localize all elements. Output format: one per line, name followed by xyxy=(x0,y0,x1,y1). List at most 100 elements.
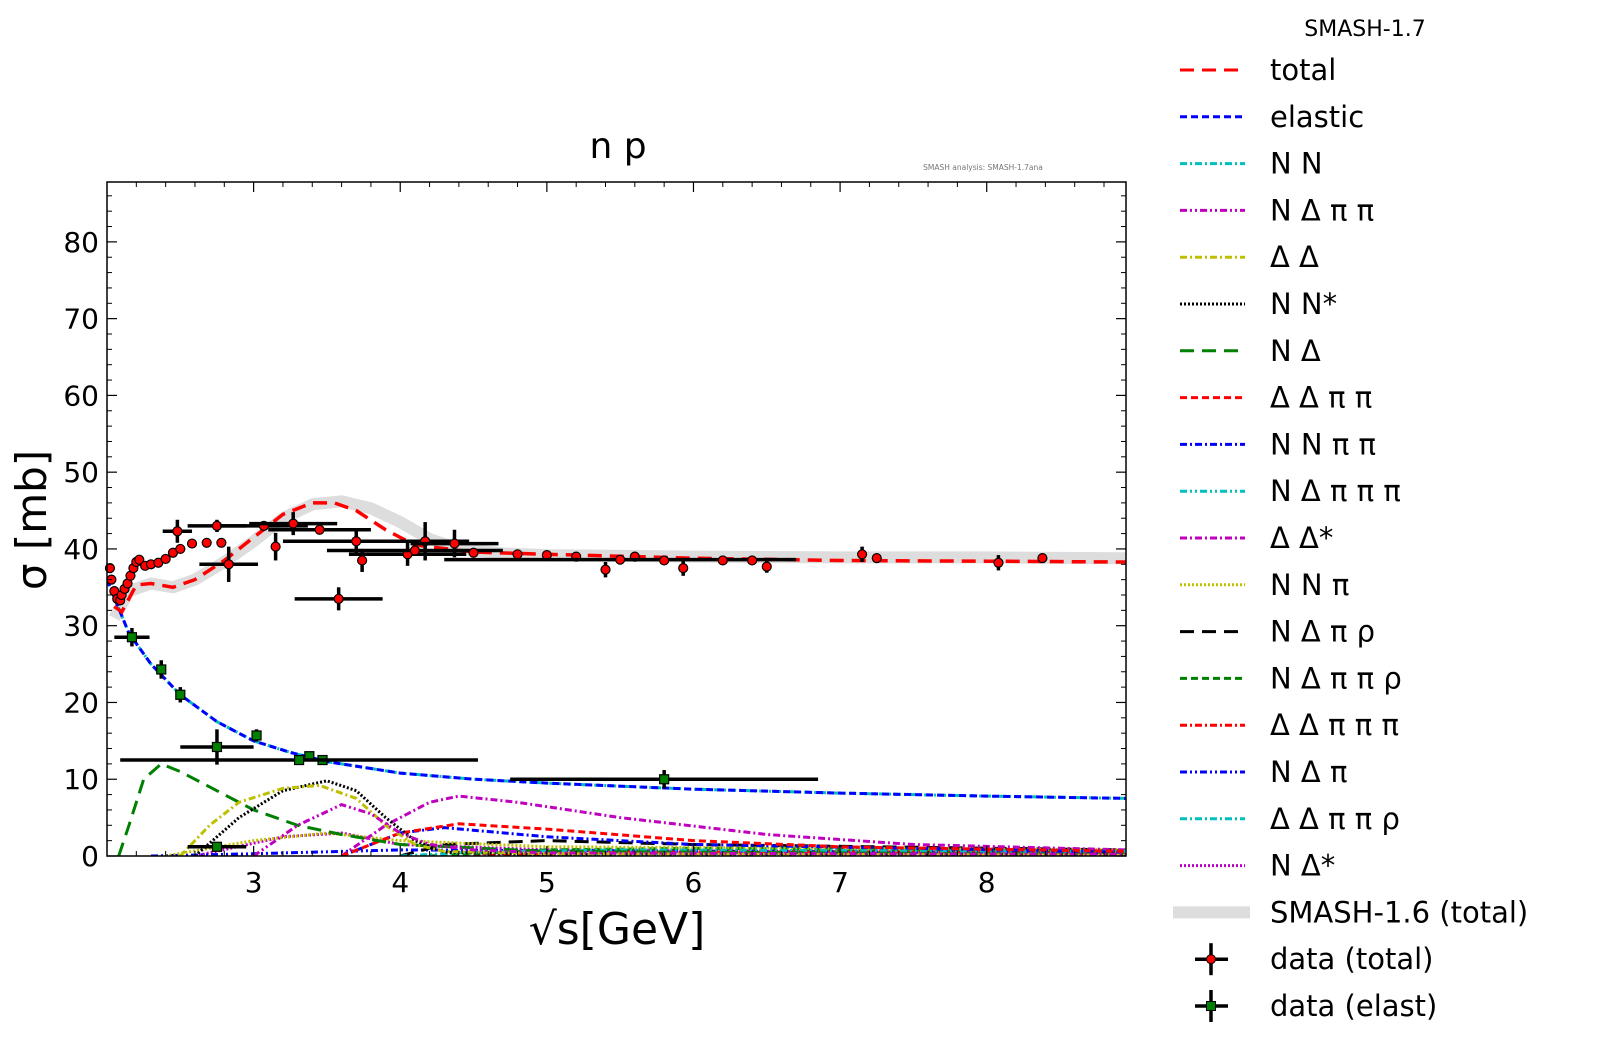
legend-label: N Δ π ρ xyxy=(1270,615,1375,649)
data-point-total xyxy=(162,519,193,543)
data-point-total xyxy=(871,553,882,564)
plot-frame xyxy=(106,181,1127,857)
data-point-total xyxy=(678,560,689,576)
data-point-total xyxy=(761,560,772,573)
legend-item: Δ Δ π π π xyxy=(1180,708,1399,742)
data-point-total xyxy=(717,555,728,566)
series-line-N-N xyxy=(107,579,1126,800)
legend: total elastic N N N Δ π π Δ Δ N N* N Δ Δ Δ π π N… xyxy=(1173,53,1528,1023)
marker xyxy=(993,557,1004,568)
marker xyxy=(351,536,362,547)
y-tick-label: 40 xyxy=(63,533,99,566)
legend-label: N Δ π π π xyxy=(1270,474,1401,508)
marker xyxy=(175,543,186,555)
data-point-total xyxy=(747,555,758,566)
legend-label: N Δ π π xyxy=(1270,193,1374,227)
data-point-total xyxy=(294,587,383,611)
chart-title: n p xyxy=(589,126,646,167)
marker xyxy=(126,632,138,643)
legend-label: N N xyxy=(1270,147,1323,181)
data-point-elastic xyxy=(251,729,262,742)
band-layer xyxy=(109,495,1126,621)
version-label: SMASH-1.7 xyxy=(1304,17,1425,42)
marker xyxy=(201,537,212,548)
data-point-total xyxy=(659,555,670,566)
marker xyxy=(659,774,670,785)
legend-label: N Δ π π ρ xyxy=(1270,661,1402,695)
data-point-elastic xyxy=(156,660,167,679)
y-tick-label: 80 xyxy=(63,226,99,259)
marker xyxy=(1037,553,1048,564)
x-tick-label: 4 xyxy=(391,866,409,899)
legend-item: N Δ π π xyxy=(1180,193,1374,227)
marker xyxy=(251,730,262,741)
legend-label: Δ Δ π π ρ xyxy=(1270,802,1400,836)
legend-item: N Δ π π ρ xyxy=(1180,661,1402,695)
series-line-N-N-π xyxy=(165,831,1126,856)
legend-label: Δ Δ* xyxy=(1270,521,1333,555)
y-tick-label: 50 xyxy=(63,456,99,489)
marker xyxy=(333,593,344,604)
marker xyxy=(211,741,223,753)
legend-marker xyxy=(1206,1001,1216,1011)
marker xyxy=(270,541,281,552)
marker xyxy=(856,549,868,560)
smash-1-6-band xyxy=(109,495,1126,621)
data-point-total xyxy=(444,554,797,565)
marker xyxy=(512,549,523,560)
data-point-total xyxy=(357,548,368,572)
legend-label: N Δ xyxy=(1270,334,1321,368)
legend-label: N Δ* xyxy=(1270,849,1335,883)
series-line-Δ-Δ xyxy=(179,783,1126,856)
x-tick-label: 5 xyxy=(538,866,556,899)
marker xyxy=(160,553,171,565)
marker xyxy=(678,563,689,574)
legend-item: Δ Δ* xyxy=(1180,521,1333,555)
data-point-total xyxy=(201,537,212,548)
y-tick-label: 0 xyxy=(81,840,99,873)
x-axis-label: √s[GeV] xyxy=(529,904,706,955)
data-point-elastic xyxy=(120,754,478,766)
marker xyxy=(615,554,626,565)
marker xyxy=(175,689,186,700)
marker xyxy=(409,545,420,556)
marker xyxy=(600,564,611,575)
series-line-elastic xyxy=(107,579,1126,800)
series-line-total xyxy=(113,501,1126,615)
watermark: SMASH analysis: SMASH-1.7ana xyxy=(923,163,1043,172)
legend-label: total xyxy=(1270,53,1336,87)
legend-item: N Δ π π π xyxy=(1180,474,1401,508)
data-point-total xyxy=(512,549,523,560)
legend-label: N N* xyxy=(1270,287,1337,321)
data-point-total xyxy=(186,538,198,549)
data-point-total xyxy=(175,543,186,555)
data-point-elastic xyxy=(114,628,150,647)
legend-item: N N xyxy=(1180,147,1323,181)
data-point-total xyxy=(600,561,611,578)
data-point-elastic xyxy=(510,770,819,789)
x-tick-label: 3 xyxy=(245,866,263,899)
legend-item: total xyxy=(1180,53,1336,87)
marker xyxy=(659,555,670,566)
y-tick-label: 70 xyxy=(63,303,99,336)
y-tick-label: 20 xyxy=(63,686,99,719)
legend-label: N Δ π xyxy=(1270,755,1347,789)
axis-ticks: 0 10 20 30 40 50 60 70 80 3 4 5 6 7 8 xyxy=(63,182,1126,899)
marker xyxy=(747,555,758,566)
legend-item: elastic xyxy=(1180,100,1364,134)
data-points-layer xyxy=(104,512,1048,852)
marker xyxy=(186,538,198,549)
marker xyxy=(314,524,325,535)
data-point-total xyxy=(468,547,479,558)
data-point-total xyxy=(134,554,145,565)
legend-label: data (elast) xyxy=(1270,989,1437,1023)
marker xyxy=(717,555,728,566)
legend-label: SMASH-1.6 (total) xyxy=(1270,895,1528,929)
marker xyxy=(871,553,882,564)
marker xyxy=(223,559,234,570)
legend-item: Δ Δ π π ρ xyxy=(1180,802,1400,836)
y-axis-label: σ [mb] xyxy=(7,450,56,590)
legend-label: Δ Δ π π π xyxy=(1270,708,1399,742)
legend-label: elastic xyxy=(1270,100,1364,134)
